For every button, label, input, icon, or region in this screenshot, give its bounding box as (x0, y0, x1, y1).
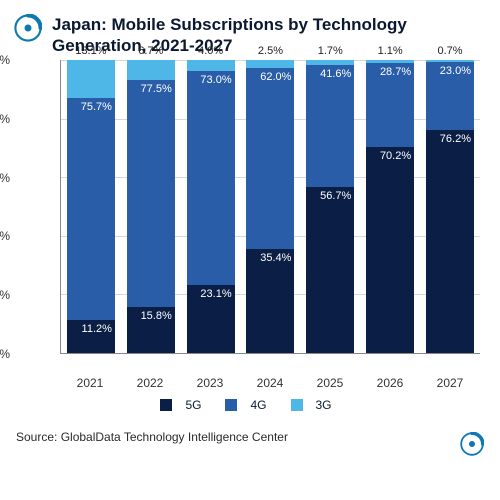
chart-card: Japan: Mobile Subscriptions by Technolog… (0, 0, 500, 500)
bar-value-label: 76.2% (440, 133, 471, 145)
bar-value-label: 23.1% (200, 288, 231, 300)
card-body: Japan: Mobile Subscriptions by Technolog… (0, 0, 500, 500)
legend-label: 4G (250, 398, 266, 412)
globaldata-logo-icon (14, 14, 42, 42)
bar-value-label: 41.6% (320, 68, 351, 80)
legend-item: 4G (225, 398, 274, 412)
y-tick-label: 60% (0, 171, 16, 185)
bar-value-label: 28.7% (380, 66, 411, 78)
bar-column: 23.1% 73.0% 4.0% (187, 60, 235, 353)
legend: 5G 4G 3G (0, 398, 500, 414)
y-tick-label: 100% (0, 53, 16, 67)
bar-value-label: 0.7% (437, 45, 462, 57)
legend-swatch (160, 399, 172, 411)
bar-value-label: 56.7% (320, 190, 351, 202)
bar-segment-3g: 1.7% (306, 60, 354, 65)
bar-segment-5g: 70.2% (366, 147, 414, 353)
bar-segment-5g: 23.1% (187, 285, 235, 353)
x-tick-label: 2022 (126, 376, 174, 390)
bar-segment-3g: 1.1% (366, 60, 414, 63)
bar-column: 35.4% 62.0% 2.5% (246, 60, 294, 353)
globaldata-logo-icon (460, 432, 484, 456)
bar-segment-5g: 35.4% (246, 249, 294, 353)
bar-segment-4g: 75.7% (67, 98, 115, 320)
bar-segment-3g: 0.7% (426, 60, 474, 62)
bar-segment-4g: 62.0% (246, 68, 294, 250)
bar-value-label: 15.8% (141, 310, 172, 322)
bar-segment-3g: 13.1% (67, 60, 115, 98)
y-tick-label: 0% (0, 347, 16, 361)
bar-segment-5g: 76.2% (426, 130, 474, 353)
x-tick-label: 2025 (306, 376, 354, 390)
y-tick-label: 40% (0, 229, 16, 243)
x-tick-label: 2026 (366, 376, 414, 390)
bar-value-label: 11.2% (82, 323, 112, 335)
bar-value-label: 62.0% (260, 71, 291, 83)
legend-item: 3G (291, 398, 340, 412)
bar-column: 70.2% 28.7% 1.1% (366, 60, 414, 353)
legend-item: 5G (160, 398, 209, 412)
x-tick-label: 2023 (186, 376, 234, 390)
bar-segment-5g: 11.2% (67, 320, 115, 353)
bar-segment-4g: 77.5% (127, 80, 175, 307)
x-tick-label: 2024 (246, 376, 294, 390)
bar-value-label: 13.1% (75, 45, 106, 57)
bar-value-label: 73.0% (200, 74, 231, 86)
bars-container: 11.2% 75.7% 13.1% 15.8% 77.5% 6.7% 23.1% 73.0% 4… (61, 60, 480, 353)
source-text: Source: GlobalData Technology Intelligen… (16, 430, 288, 444)
bar-segment-3g: 2.5% (246, 60, 294, 67)
bar-value-label: 1.1% (378, 45, 403, 57)
chart-area: 11.2% 75.7% 13.1% 15.8% 77.5% 6.7% 23.1% 73.0% 4… (16, 60, 484, 390)
bar-segment-3g: 6.7% (127, 60, 175, 80)
plot-area: 11.2% 75.7% 13.1% 15.8% 77.5% 6.7% 23.1% 73.0% 4… (60, 60, 480, 354)
bar-column: 15.8% 77.5% 6.7% (127, 60, 175, 353)
bar-segment-4g: 23.0% (426, 62, 474, 129)
y-tick-label: 80% (0, 112, 16, 126)
bar-segment-4g: 28.7% (366, 63, 414, 147)
y-tick-label: 20% (0, 288, 16, 302)
bar-value-label: 6.7% (138, 45, 163, 57)
bar-segment-4g: 41.6% (306, 65, 354, 187)
bar-column: 11.2% 75.7% 13.1% (67, 60, 115, 353)
legend-label: 3G (316, 398, 332, 412)
bar-column: 56.7% 41.6% 1.7% (306, 60, 354, 353)
bar-value-label: 75.7% (81, 101, 112, 113)
bar-segment-5g: 56.7% (306, 187, 354, 353)
x-tick-label: 2027 (426, 376, 474, 390)
x-tick-label: 2021 (66, 376, 114, 390)
bar-value-label: 1.7% (318, 45, 343, 57)
x-axis-labels: 2021 2022 2023 2024 2025 2026 2027 (60, 370, 480, 390)
bar-segment-4g: 73.0% (187, 71, 235, 285)
legend-swatch (291, 399, 303, 411)
bar-segment-3g: 4.0% (187, 60, 235, 72)
bar-value-label: 77.5% (141, 83, 172, 95)
bar-value-label: 35.4% (260, 252, 291, 264)
legend-swatch (225, 399, 237, 411)
bar-value-label: 70.2% (380, 150, 411, 162)
bar-segment-5g: 15.8% (127, 307, 175, 353)
bar-column: 76.2% 23.0% 0.7% (426, 60, 474, 353)
bar-value-label: 23.0% (440, 65, 471, 77)
bar-value-label: 4.0% (198, 45, 223, 57)
legend-label: 5G (185, 398, 201, 412)
bar-value-label: 2.5% (258, 45, 283, 57)
